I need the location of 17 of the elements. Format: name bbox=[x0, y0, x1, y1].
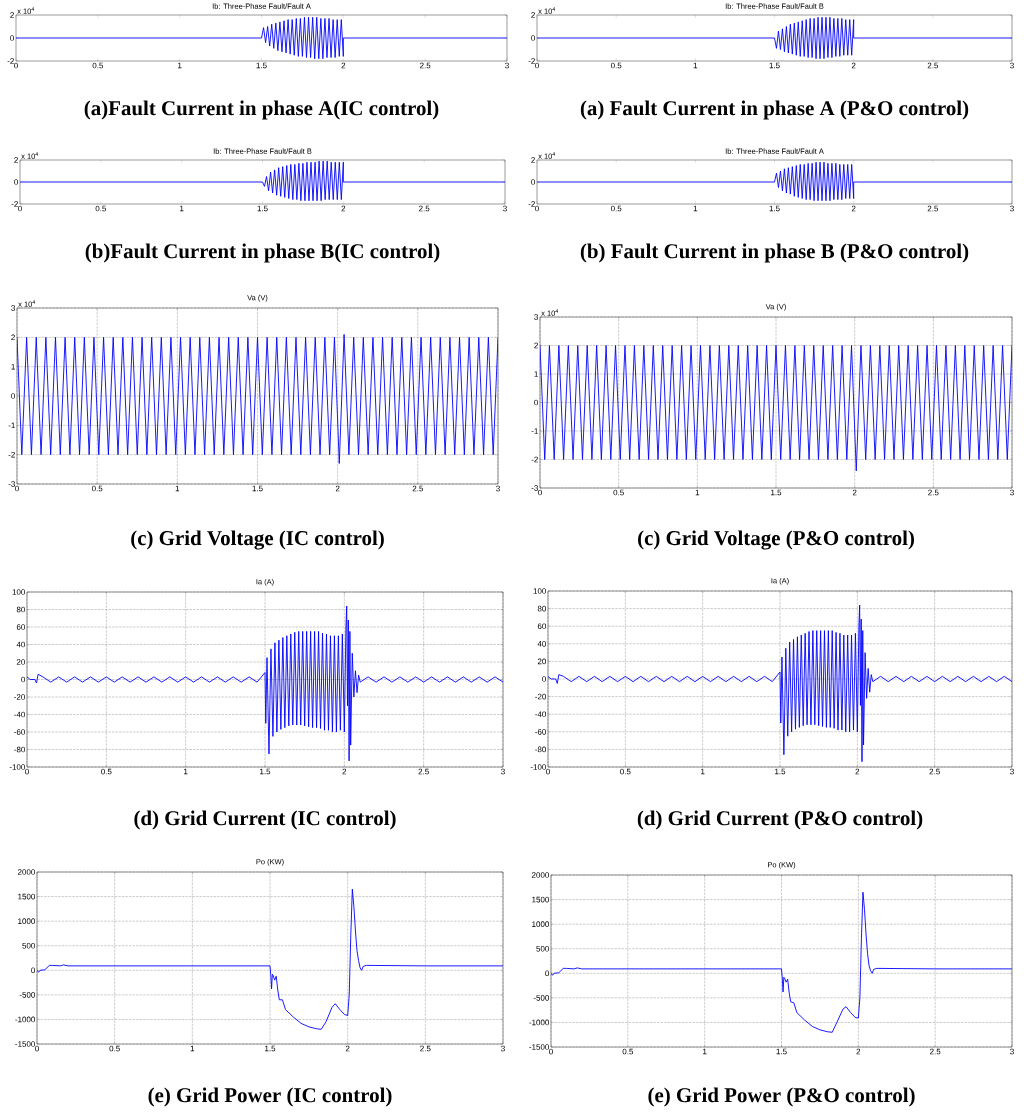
line-series bbox=[20, 160, 505, 202]
line-series bbox=[548, 604, 1013, 763]
text: (c) Grid Voltage (P&O control) bbox=[638, 530, 914, 550]
line-series bbox=[16, 16, 507, 60]
line-series bbox=[537, 16, 1013, 60]
text: (a)Fault Current in phase A(IC control) bbox=[84, 100, 439, 120]
line-series bbox=[17, 333, 498, 464]
line-series bbox=[27, 605, 503, 762]
text: (e) Grid Power (P&O control) bbox=[648, 1087, 915, 1107]
text: (a) Fault Current in phase A (P&O control) bbox=[580, 100, 969, 120]
text: (b)Fault Current in phase B(IC control) bbox=[85, 243, 440, 263]
text: (d) Grid Current (IC control) bbox=[134, 810, 396, 830]
text: (c) Grid Voltage (IC control) bbox=[131, 530, 384, 550]
text: (e) Grid Power (IC control) bbox=[148, 1087, 392, 1107]
text: (d) Grid Current (P&O control) bbox=[637, 810, 923, 830]
line-series bbox=[537, 161, 1013, 202]
text: (b) Fault Current in phase B (P&O control) bbox=[580, 243, 969, 263]
